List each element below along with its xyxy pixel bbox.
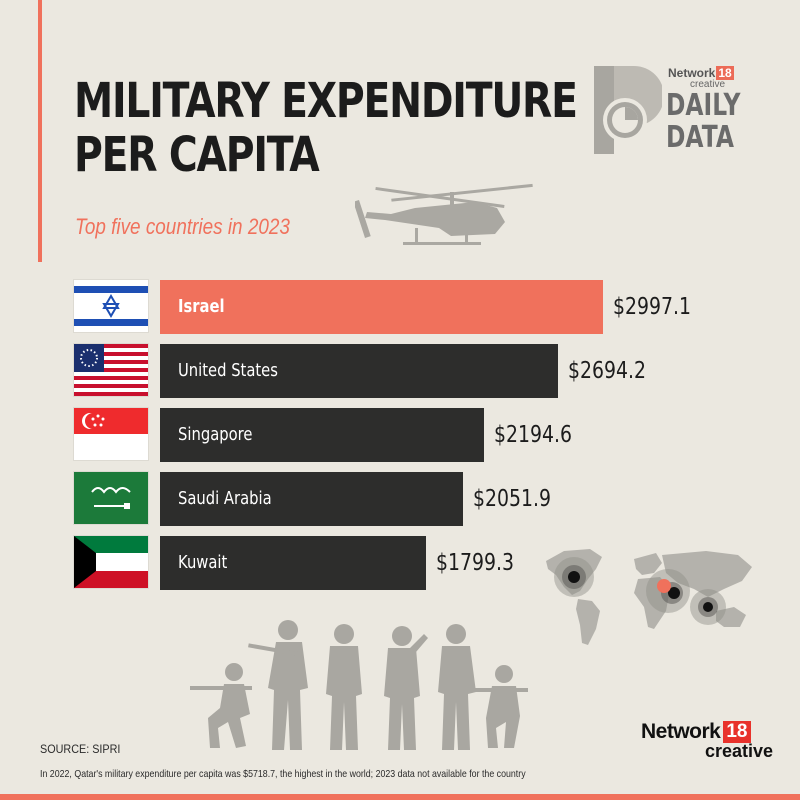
brand-creative: creative [690,79,726,90]
footnote: In 2022, Qatar's military expenditure pe… [40,768,526,780]
bar-row: United States $2694.2 [0,344,800,398]
saudi-flag-icon [74,472,148,524]
bar-value-label: $2694.2 [568,358,647,384]
title-line-1: MILITARY EXPENDITURE [74,73,578,129]
bar-label: Kuwait [178,552,228,573]
bar-label: Singapore [178,424,253,445]
page-title: MILITARY EXPENDITURE PER CAPITA [74,73,578,183]
bar [160,344,558,398]
bar-value-label: $1799.3 [436,550,515,576]
brand-network: Network 18 [668,66,734,80]
source-note: SOURCE: SIPRI [40,742,121,756]
kuwait-flag-icon [74,536,148,588]
network18-logo: Network 18 creative [641,720,773,761]
bar-row: Saudi Arabia $2051.9 [0,472,800,526]
logo-word: Network [641,720,721,743]
world-map-icon [546,549,752,645]
bar-value-label: $2051.9 [473,486,552,512]
logo-creative: creative [705,741,774,761]
singapore-flag-icon [74,408,148,460]
bar [160,536,426,590]
helicopter-icon [355,183,533,245]
brand-data: DATA [666,120,734,155]
bottom-accent-bar [0,794,800,800]
accent-line [38,0,42,262]
bar-label: Saudi Arabia [178,488,272,509]
soldiers-silhouette-icon [190,620,528,750]
subtitle: Top five countries in 2023 [75,214,290,239]
brand-daily-data: DAILY DATA [666,90,740,154]
bar-label: Israel [178,296,225,317]
logo-number: 18 [723,721,751,743]
bar [160,472,463,526]
us-flag-icon [74,344,148,396]
bar-row: Israel $2997.1 [0,280,800,334]
daily-data-badge-icon [594,66,662,154]
bar-value-label: $2997.1 [613,294,692,320]
bar-row: Kuwait $1799.3 [0,536,800,590]
bar-label: United States [178,360,278,381]
israel-flag-icon [74,280,148,332]
bar-row: Singapore $2194.6 [0,408,800,462]
bar [160,280,603,334]
bar [160,408,484,462]
title-line-2: PER CAPITA [74,127,320,183]
brand-daily: DAILY [666,88,741,123]
bar-value-label: $2194.6 [494,422,573,448]
